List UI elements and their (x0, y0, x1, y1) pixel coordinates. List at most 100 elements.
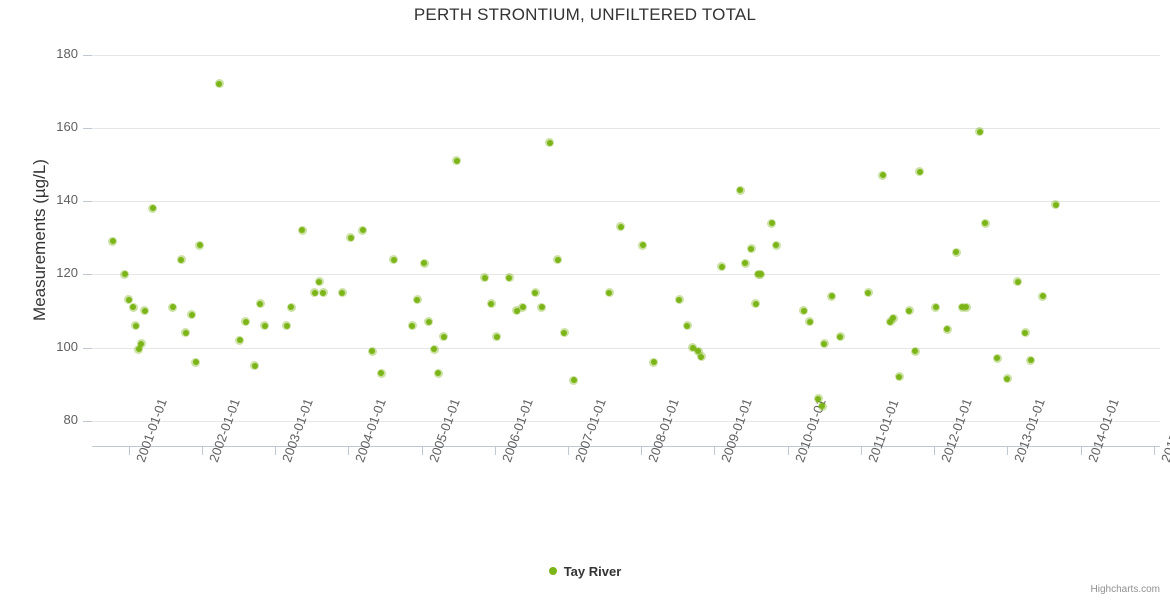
data-point[interactable] (771, 240, 781, 250)
data-point[interactable] (429, 344, 439, 354)
data-point[interactable] (756, 269, 766, 279)
data-point[interactable] (674, 295, 684, 305)
data-point[interactable] (805, 317, 815, 327)
data-point[interactable] (545, 138, 555, 147)
data-point[interactable] (1038, 291, 1048, 301)
data-point[interactable] (835, 332, 845, 342)
data-point[interactable] (120, 269, 130, 279)
data-point[interactable] (530, 288, 540, 298)
data-point[interactable] (389, 255, 399, 265)
data-point[interactable] (297, 225, 307, 235)
data-point[interactable] (412, 295, 422, 305)
data-point[interactable] (682, 321, 692, 331)
data-point[interactable] (492, 332, 502, 342)
data-point[interactable] (140, 306, 150, 316)
data-point[interactable] (191, 357, 201, 367)
data-point[interactable] (318, 288, 328, 298)
data-point[interactable] (696, 352, 706, 362)
data-point[interactable] (569, 375, 579, 385)
data-point[interactable] (931, 302, 941, 312)
data-point[interactable] (616, 222, 626, 232)
data-point[interactable] (888, 313, 898, 323)
data-point[interactable] (1051, 200, 1061, 210)
data-point[interactable] (553, 255, 563, 265)
data-point[interactable] (124, 295, 134, 305)
data-point[interactable] (439, 332, 449, 342)
data-point[interactable] (813, 394, 823, 404)
data-point[interactable] (885, 317, 895, 327)
data-point[interactable] (176, 255, 186, 265)
data-point[interactable] (740, 258, 750, 268)
data-point[interactable] (260, 321, 270, 331)
data-point[interactable] (282, 321, 292, 331)
data-point[interactable] (136, 339, 146, 349)
data-point[interactable] (717, 262, 727, 272)
data-point[interactable] (961, 302, 971, 312)
data-point[interactable] (337, 288, 347, 298)
data-point[interactable] (942, 324, 952, 334)
data-point[interactable] (376, 368, 386, 378)
data-point[interactable] (827, 291, 837, 301)
data-point[interactable] (131, 321, 141, 331)
data-point[interactable] (735, 185, 745, 195)
data-point[interactable] (241, 317, 251, 327)
data-point[interactable] (819, 339, 829, 349)
data-point[interactable] (957, 302, 967, 312)
legend-item-tay-river[interactable]: Tay River (548, 563, 621, 579)
data-point[interactable] (1002, 374, 1012, 384)
data-point[interactable] (746, 244, 756, 254)
data-point[interactable] (424, 317, 434, 327)
data-point[interactable] (148, 203, 158, 213)
data-point[interactable] (904, 306, 914, 316)
data-point[interactable] (187, 310, 197, 320)
data-point[interactable] (134, 344, 144, 354)
data-point[interactable] (894, 372, 904, 382)
data-point[interactable] (915, 167, 925, 177)
data-point[interactable] (638, 240, 648, 250)
data-point[interactable] (195, 240, 205, 250)
data-point[interactable] (504, 273, 514, 283)
data-point[interactable] (255, 299, 265, 309)
data-point[interactable] (512, 306, 522, 316)
highcharts-credits[interactable]: Highcharts.com (1090, 584, 1160, 595)
data-point[interactable] (407, 321, 417, 331)
data-point[interactable] (604, 288, 614, 298)
data-point[interactable] (214, 79, 224, 89)
data-point[interactable] (108, 236, 117, 246)
data-point[interactable] (537, 302, 547, 312)
data-point[interactable] (367, 346, 377, 356)
data-point[interactable] (863, 288, 873, 298)
data-point[interactable] (235, 335, 245, 345)
data-point[interactable] (688, 343, 698, 352)
data-point[interactable] (486, 299, 496, 309)
data-point[interactable] (693, 346, 703, 356)
data-point[interactable] (346, 233, 355, 243)
data-point[interactable] (310, 288, 320, 298)
data-point[interactable] (168, 302, 178, 312)
data-point[interactable] (181, 328, 191, 338)
data-point[interactable] (975, 127, 985, 137)
data-point[interactable] (314, 277, 324, 287)
data-point[interactable] (452, 156, 462, 166)
data-point[interactable] (358, 225, 368, 235)
data-point[interactable] (128, 302, 138, 312)
data-point[interactable] (559, 328, 569, 338)
data-point[interactable] (980, 218, 990, 228)
data-point[interactable] (433, 368, 443, 378)
data-point[interactable] (649, 357, 659, 367)
data-point[interactable] (286, 302, 296, 312)
data-point[interactable] (992, 353, 1002, 363)
data-point[interactable] (1013, 277, 1023, 287)
data-point[interactable] (751, 299, 760, 309)
data-point[interactable] (767, 218, 777, 228)
data-point[interactable] (951, 247, 961, 257)
data-point[interactable] (878, 170, 888, 180)
data-point[interactable] (799, 306, 809, 316)
data-point[interactable] (1026, 355, 1036, 365)
data-point[interactable] (910, 346, 920, 356)
data-point[interactable] (1020, 328, 1030, 338)
data-point[interactable] (480, 273, 490, 283)
data-point[interactable] (419, 258, 429, 268)
data-point[interactable] (250, 361, 260, 371)
data-point[interactable] (518, 302, 528, 312)
